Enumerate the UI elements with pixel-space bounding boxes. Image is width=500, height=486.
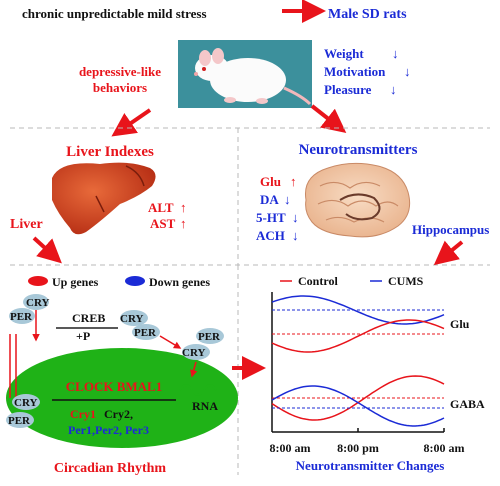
arrow-hippocampus-down — [433, 240, 464, 266]
neuro-5ht: 5-HT — [256, 210, 286, 225]
rats-label: Male SD rats — [328, 7, 407, 22]
x-tick-label: 8:00 am — [270, 441, 311, 455]
down-arrow-icon: ↓ — [392, 46, 399, 61]
cums-label: CUMS — [388, 274, 424, 288]
arrow-to-liver — [111, 108, 152, 137]
per-label: PER — [8, 415, 31, 427]
neurotransmitter-chart: Glu GABA 8:00 am 8:00 pm 8:00 am Neurotr… — [270, 292, 485, 473]
per-label: PER — [10, 311, 33, 323]
behavior-pleasure: Pleasure — [324, 82, 372, 97]
panel-label-glu: Glu — [450, 317, 470, 331]
rna-label: RNA — [192, 399, 218, 413]
marker-ast: AST — [150, 216, 176, 231]
arrow-rna — [190, 361, 198, 378]
cry-label: CRY — [26, 297, 50, 309]
feedback-lines — [9, 334, 17, 398]
cry-per-complex-middle: CRY PER — [120, 310, 160, 340]
cry-label: CRY — [120, 313, 144, 325]
liver-side-label: Liver — [10, 217, 43, 232]
cry-per-complex-left: CRY PER — [9, 294, 50, 324]
stress-label: chronic unpredictable mild stress — [22, 6, 207, 21]
down-arrow-icon: ↓ — [404, 64, 411, 79]
clock-bmal-box — [60, 378, 168, 394]
behavior-weight: Weight — [324, 46, 364, 61]
arrow-to-neuro — [310, 104, 347, 133]
marker-alt: ALT — [148, 200, 174, 215]
x-tick-label: 8:00 pm — [337, 441, 379, 455]
glu-control-curve — [271, 319, 445, 353]
control-label: Control — [298, 274, 338, 288]
genes-legend: Up genes Down genes — [28, 275, 210, 289]
gaba-cums-curve — [271, 385, 445, 427]
clock-bmal-label: CLOCK BMAL1 — [66, 379, 162, 394]
glu-cums-curve — [271, 295, 445, 325]
circadian-title: Circadian Rhythm — [54, 461, 166, 476]
down-genes-swatch — [125, 276, 145, 286]
arrow-liver-down — [32, 236, 62, 264]
x-tick-label: 8:00 am — [424, 441, 465, 455]
behaviors-label-1: depressive-like — [79, 64, 161, 79]
nucleus-ellipse — [6, 348, 238, 448]
gene-cry2: Cry2, — [104, 407, 133, 421]
rna-icon — [179, 384, 217, 396]
cry-per-complex-right: PER CRY — [182, 328, 224, 360]
down-genes-label: Down genes — [149, 275, 210, 289]
cry-label: CRY — [182, 347, 206, 359]
down-arrow-icon: ↓ — [284, 192, 291, 207]
x-axis-title: Neurotransmitter Changes — [296, 458, 445, 473]
gene-cry1: Cry1 — [70, 407, 96, 421]
liver-indexes-title: Liver Indexes — [66, 144, 154, 160]
arrow-complex — [159, 335, 182, 349]
up-genes-swatch — [28, 276, 48, 286]
cry-label: CRY — [14, 397, 38, 409]
up-arrow-icon: ↑ — [290, 174, 297, 189]
panel-label-gaba: GABA — [450, 397, 485, 411]
up-genes-label: Up genes — [52, 275, 99, 289]
per-label: PER — [134, 327, 157, 339]
cry-per-complex-bottom: CRY PER — [6, 394, 40, 428]
neuro-ach: ACH — [256, 228, 285, 243]
down-arrow-icon: ↓ — [390, 82, 397, 97]
phos-label: +P — [76, 329, 90, 343]
neuro-da: DA — [260, 192, 279, 207]
brain-icon — [304, 162, 411, 238]
liver-icon — [52, 162, 156, 235]
up-arrow-icon: ↑ — [180, 216, 187, 231]
behavior-motivation: Motivation — [324, 64, 386, 79]
hippocampus-label: Hippocampus — [412, 222, 489, 237]
behaviors-label-2: behaviors — [93, 80, 147, 95]
up-arrow-icon: ↑ — [180, 200, 187, 215]
creb-label: CREB — [72, 311, 105, 325]
down-arrow-icon: ↓ — [292, 210, 299, 225]
neuro-title: Neurotransmitters — [299, 142, 418, 158]
rat-photo — [178, 40, 312, 108]
neuro-glu: Glu — [260, 174, 281, 189]
per-label: PER — [198, 331, 221, 343]
down-arrow-icon: ↓ — [292, 228, 299, 243]
gene-per: Per1,Per2, Per3 — [68, 423, 149, 437]
